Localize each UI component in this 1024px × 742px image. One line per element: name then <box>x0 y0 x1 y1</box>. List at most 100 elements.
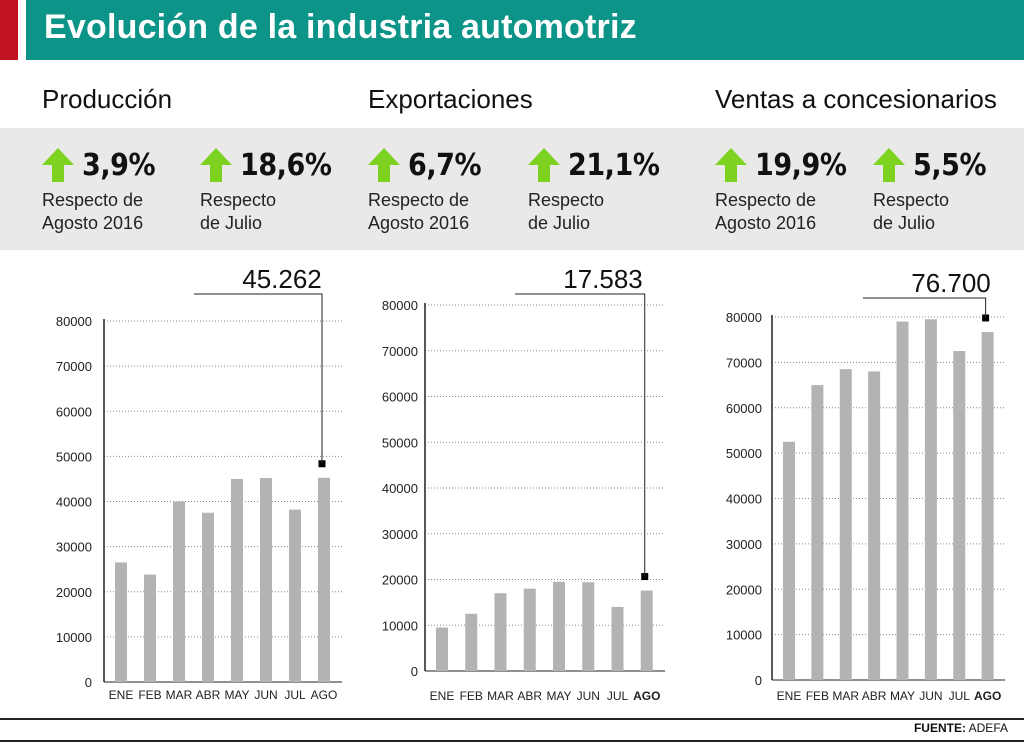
callout-line <box>863 297 987 318</box>
x-category-label: MAR <box>166 688 193 702</box>
x-category-label: MAR <box>487 689 514 703</box>
y-tick-label: 40000 <box>726 492 762 507</box>
x-category-label: ABR <box>862 689 887 703</box>
y-tick-label: 40000 <box>382 481 418 496</box>
bar <box>465 613 478 671</box>
x-category-label: JUN <box>254 688 277 702</box>
stat-exportaciones-mensual: 21,1% Respecto de Julio <box>528 145 670 235</box>
source-value: ADEFA <box>968 721 1008 735</box>
bar <box>289 509 301 682</box>
bar <box>981 331 994 680</box>
header-accent-block <box>0 0 18 60</box>
up-arrow-icon <box>42 148 74 182</box>
y-tick-label: 40000 <box>56 495 92 510</box>
y-tick-label: 30000 <box>56 540 92 555</box>
stat-value: 19,9% <box>755 147 847 183</box>
x-category-label: FEB <box>806 689 829 703</box>
y-tick-label: 70000 <box>382 344 418 359</box>
bar <box>953 351 966 680</box>
x-category-label: FEB <box>460 689 483 703</box>
bar <box>811 385 824 680</box>
stat-label: Respecto de Agosto 2016 <box>42 190 144 233</box>
stat-value: 3,9% <box>82 147 156 183</box>
callout-value: 76.700 <box>911 268 991 298</box>
bar <box>318 477 330 682</box>
y-tick-label: 10000 <box>382 618 418 633</box>
y-tick-label: 10000 <box>726 628 762 643</box>
bar <box>202 512 214 682</box>
bar <box>553 581 565 671</box>
stat-exportaciones-interanual: 6,7% Respecto de Agosto 2016 <box>368 145 489 235</box>
y-tick-label: 80000 <box>56 314 92 329</box>
x-category-label: ENE <box>777 689 802 703</box>
callout-value: 45.262 <box>242 264 322 294</box>
callout-line <box>194 293 323 464</box>
stat-label: Respecto de Julio <box>200 190 277 233</box>
y-tick-label: 20000 <box>726 582 762 597</box>
stat-produccion-interanual: 3,9% Respecto de Agosto 2016 <box>42 145 163 235</box>
footer-divider <box>0 718 1024 720</box>
x-category-label: ENE <box>109 688 134 702</box>
footer-bottom-rule <box>0 740 1024 742</box>
x-category-label: MAR <box>832 689 859 703</box>
bar <box>260 478 272 682</box>
x-category-label: ENE <box>430 689 455 703</box>
bar <box>231 478 243 682</box>
up-arrow-icon <box>200 148 232 182</box>
y-tick-label: 30000 <box>382 527 418 542</box>
y-tick-label: 60000 <box>56 404 92 419</box>
y-tick-label: 60000 <box>382 390 418 405</box>
up-arrow-icon <box>873 148 905 182</box>
section-title-ventas: Ventas a concesionarios <box>715 84 997 114</box>
y-tick-label: 20000 <box>382 573 418 588</box>
stat-value: 5,5% <box>913 147 987 183</box>
up-arrow-icon <box>528 148 560 182</box>
stats-band <box>0 128 1024 250</box>
callout-marker <box>982 314 990 322</box>
bar <box>611 606 624 671</box>
bar <box>640 590 653 671</box>
y-tick-label: 80000 <box>382 298 418 313</box>
header: Evolución de la industria automotriz <box>0 0 1024 60</box>
y-tick-label: 50000 <box>382 435 418 450</box>
bar <box>173 501 185 682</box>
bar <box>115 562 127 682</box>
bar <box>494 593 507 671</box>
bar <box>144 574 156 682</box>
x-category-label: JUL <box>607 689 629 703</box>
x-category-label: ABR <box>196 688 221 702</box>
stat-label: Respecto de Julio <box>873 190 950 233</box>
bar <box>924 319 937 680</box>
bar <box>783 441 795 680</box>
stat-value: 18,6% <box>240 147 332 183</box>
section-title-produccion: Producción <box>42 84 173 114</box>
x-category-label: AGO <box>974 689 1001 703</box>
x-category-label: MAY <box>890 689 915 703</box>
stat-label: Respecto de Agosto 2016 <box>368 190 470 233</box>
y-tick-label: 0 <box>411 664 418 679</box>
x-category-label: JUL <box>949 689 971 703</box>
stat-value: 6,7% <box>408 147 482 183</box>
bar <box>523 588 536 671</box>
y-tick-label: 50000 <box>726 446 762 461</box>
y-tick-label: 70000 <box>56 359 92 374</box>
x-category-label: MAY <box>546 689 571 703</box>
x-category-label: FEB <box>138 688 161 702</box>
page-title: Evolución de la industria automotriz <box>44 8 637 46</box>
y-tick-label: 0 <box>755 673 762 688</box>
bar <box>582 582 595 671</box>
source-note: FUENTE: ADEFA <box>914 721 1008 735</box>
stat-value: 21,1% <box>568 147 660 183</box>
callout-line <box>515 293 646 577</box>
stat-ventas-interanual: 19,9% Respecto de Agosto 2016 <box>715 145 857 235</box>
stat-ventas-mensual: 5,5% Respecto de Julio <box>873 145 994 235</box>
y-tick-label: 70000 <box>726 355 762 370</box>
stat-label: Respecto de Julio <box>528 190 605 233</box>
y-tick-label: 0 <box>85 675 92 690</box>
stat-label: Respecto de Agosto 2016 <box>715 190 817 233</box>
x-category-label: JUN <box>919 689 942 703</box>
y-tick-label: 20000 <box>56 585 92 600</box>
section-title-exportaciones: Exportaciones <box>368 84 533 114</box>
y-tick-label: 60000 <box>726 401 762 416</box>
bar <box>436 627 448 671</box>
